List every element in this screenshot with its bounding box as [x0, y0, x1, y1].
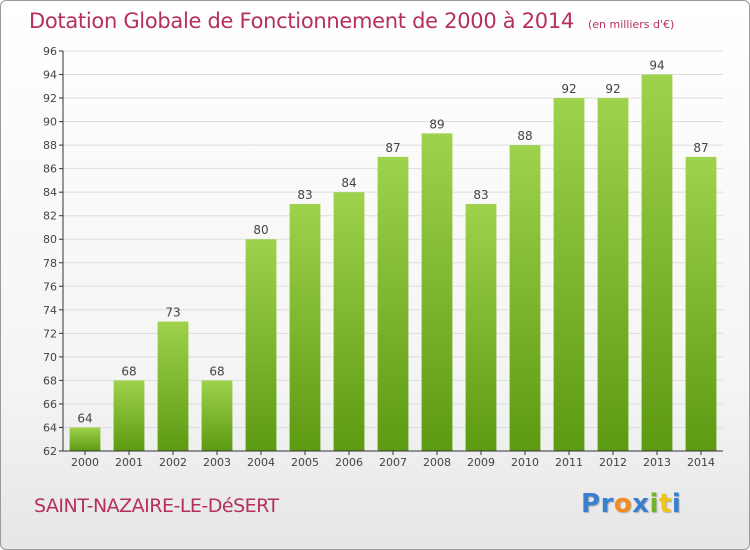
- bar: [465, 203, 497, 451]
- bar: [113, 380, 145, 451]
- logo-letter: x: [632, 489, 650, 519]
- bar: [377, 156, 409, 451]
- y-tick-label: 74: [43, 304, 57, 317]
- data-label: 87: [693, 141, 708, 155]
- data-label: 92: [561, 82, 576, 96]
- bar: [245, 239, 277, 451]
- bar: [201, 380, 233, 451]
- chart-title: Dotation Globale de Fonctionnement de 20…: [29, 9, 674, 33]
- x-tick-label: 2004: [247, 456, 275, 469]
- y-tick-label: 72: [43, 327, 57, 340]
- y-tick-label: 88: [43, 139, 57, 152]
- chart-title-text: Dotation Globale de Fonctionnement de 20…: [29, 9, 574, 33]
- data-label: 68: [121, 364, 136, 378]
- data-label: 64: [77, 411, 92, 425]
- data-label: 87: [385, 141, 400, 155]
- bar: [69, 427, 101, 451]
- x-tick-label: 2013: [643, 456, 671, 469]
- x-tick-label: 2008: [423, 456, 451, 469]
- bar: [289, 203, 321, 451]
- logo-letter: P: [581, 489, 601, 519]
- x-tick-label: 2000: [71, 456, 99, 469]
- data-label: 89: [429, 117, 444, 131]
- x-tick-label: 2005: [291, 456, 319, 469]
- x-tick-label: 2001: [115, 456, 143, 469]
- y-tick-label: 86: [43, 163, 57, 176]
- data-label: 83: [297, 188, 312, 202]
- bar: [685, 156, 717, 451]
- data-label: 84: [341, 176, 356, 190]
- logo-letter: i: [649, 489, 659, 519]
- y-tick-label: 68: [43, 374, 57, 387]
- y-tick-label: 84: [43, 186, 57, 199]
- bar: [509, 145, 541, 451]
- y-tick-label: 76: [43, 280, 57, 293]
- x-tick-label: 2009: [467, 456, 495, 469]
- x-tick-label: 2010: [511, 456, 539, 469]
- y-tick-label: 90: [43, 116, 57, 129]
- data-label: 80: [253, 223, 268, 237]
- data-label: 83: [473, 188, 488, 202]
- x-tick-label: 2006: [335, 456, 363, 469]
- logo-letter: t: [658, 489, 672, 519]
- y-tick-label: 66: [43, 398, 57, 411]
- bar: [553, 98, 585, 451]
- bar: [641, 74, 673, 451]
- logo-letter: o: [613, 489, 633, 519]
- x-tick-label: 2002: [159, 456, 187, 469]
- y-tick-label: 78: [43, 257, 57, 270]
- x-tick-labels: 2000 2001 2002 2003 2004 2005 2006 2007 2008 2009…: [71, 456, 715, 469]
- data-label: 92: [605, 82, 620, 96]
- y-tick-label: 92: [43, 92, 57, 105]
- data-labels: 64 68 73 68 80 83 84 87 89 83 88 92 92 94 87: [77, 59, 708, 426]
- y-tick-label: 96: [43, 45, 57, 58]
- y-tick-labels: 62 64 66 68 70 72 74 76 78 80 82 84 86 88 90 92 94 96: [43, 45, 57, 458]
- proxiti-logo[interactable]: Proxiti: [581, 489, 681, 519]
- y-tick-label: 62: [43, 445, 57, 458]
- x-tick-label: 2003: [203, 456, 231, 469]
- logo-letter: i: [671, 489, 682, 519]
- x-tick-label: 2014: [687, 456, 715, 469]
- data-label: 68: [209, 364, 224, 378]
- chart-subtitle: (en milliers d'€): [587, 18, 675, 31]
- commune-name: SAINT-NAZAIRE-LE-DéSERT: [34, 495, 279, 517]
- bar: [333, 192, 365, 452]
- bar: [421, 133, 453, 451]
- logo-letter: r: [600, 489, 614, 519]
- y-tick-label: 80: [43, 233, 57, 246]
- data-label: 73: [165, 306, 180, 320]
- x-tick-label: 2007: [379, 456, 407, 469]
- y-tick-label: 70: [43, 351, 57, 364]
- y-tick-label: 82: [43, 210, 57, 223]
- bar: [597, 98, 629, 451]
- bar: [157, 321, 189, 451]
- x-tick-label: 2012: [599, 456, 627, 469]
- y-tick-label: 64: [43, 421, 57, 434]
- x-tick-label: 2011: [555, 456, 583, 469]
- axes: [62, 51, 723, 452]
- data-label: 88: [517, 129, 532, 143]
- data-label: 94: [649, 59, 664, 73]
- bars: [69, 74, 717, 455]
- y-tick-label: 94: [43, 69, 57, 82]
